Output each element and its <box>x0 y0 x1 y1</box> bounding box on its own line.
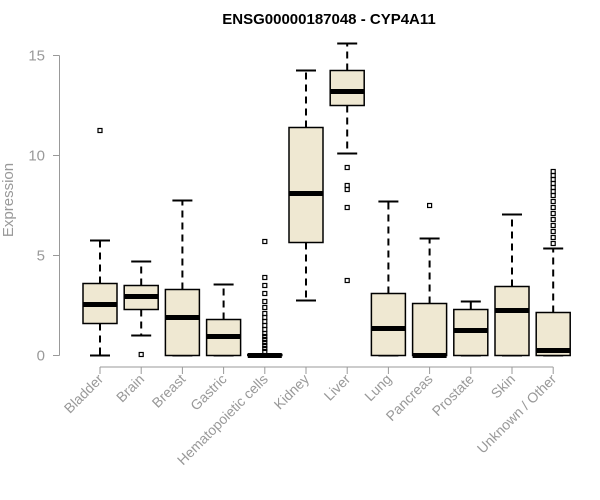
x-tick-label: Skin <box>488 371 519 402</box>
outlier-point <box>550 222 556 229</box>
box-iqr <box>164 288 201 357</box>
x-tick-label: Liver <box>321 371 354 404</box>
outlier-point <box>262 274 268 281</box>
outlier-point <box>550 188 556 195</box>
chart-title: ENSG00000187048 - CYP4A11 <box>222 11 435 28</box>
outlier-point <box>262 345 268 352</box>
outlier-point <box>262 290 268 297</box>
outlier-point <box>262 310 268 317</box>
box-group <box>535 168 571 357</box>
y-tick-label: 0 <box>37 348 45 365</box>
y-tick-label: 15 <box>28 48 45 65</box>
outlier-point <box>262 326 268 333</box>
box-group <box>329 42 365 284</box>
x-tick-label: Brain <box>113 371 147 405</box>
outlier-point <box>344 164 350 171</box>
outlier-point <box>344 182 350 189</box>
box-group <box>288 69 324 302</box>
box-group <box>123 260 159 358</box>
outlier-point <box>550 180 556 187</box>
x-tick-label: Bladder <box>61 371 107 417</box>
box-iqr <box>370 292 407 357</box>
box-group <box>370 200 407 357</box>
outlier-point <box>262 298 268 305</box>
outlier-point <box>550 216 556 223</box>
box-group <box>205 283 242 357</box>
box-group <box>82 127 118 357</box>
outlier-point <box>262 282 268 289</box>
outlier-point <box>550 192 556 199</box>
box-iqr <box>411 302 448 357</box>
outlier-point <box>97 127 103 134</box>
outlier-point <box>262 314 268 321</box>
box-iqr <box>329 69 365 107</box>
outlier-point <box>344 186 350 193</box>
x-tick-label: Kidney <box>271 371 313 413</box>
box-group <box>247 238 283 358</box>
outlier-point <box>262 238 268 245</box>
outlier-point <box>262 322 268 329</box>
outlier-point <box>550 240 556 247</box>
outlier-point <box>262 348 268 355</box>
outlier-point <box>262 342 268 349</box>
x-tick-label: Breast <box>149 371 189 411</box>
outlier-point <box>550 204 556 211</box>
outlier-point <box>550 198 556 205</box>
outlier-point <box>550 234 556 241</box>
outlier-point <box>550 228 556 235</box>
box-group <box>494 213 530 357</box>
outlier-point <box>138 351 144 358</box>
x-tick-label: Prostate <box>429 371 477 419</box>
outlier-point <box>262 339 268 346</box>
y-axis: 0 5 10 15 <box>28 48 60 365</box>
y-tick-label: 5 <box>37 248 45 265</box>
box-group <box>453 300 489 357</box>
y-axis-label: Expression <box>0 163 17 237</box>
outlier-point <box>550 168 556 175</box>
outlier-point <box>550 184 556 191</box>
outlier-point <box>427 202 433 209</box>
outlier-point <box>550 176 556 183</box>
box-group <box>164 199 201 357</box>
outlier-point <box>344 204 350 211</box>
x-tick-label: Lung <box>361 371 394 404</box>
outlier-point <box>550 172 556 179</box>
outlier-point <box>262 333 268 340</box>
box-group <box>411 202 448 358</box>
boxes-group <box>82 42 571 358</box>
outlier-point <box>262 304 268 311</box>
y-tick-label: 10 <box>28 148 45 165</box>
outlier-point <box>262 336 268 343</box>
outlier-point <box>262 318 268 325</box>
outlier-point <box>344 277 350 284</box>
box-iqr <box>494 285 530 357</box>
box-iqr <box>288 126 324 244</box>
outlier-point <box>550 210 556 217</box>
